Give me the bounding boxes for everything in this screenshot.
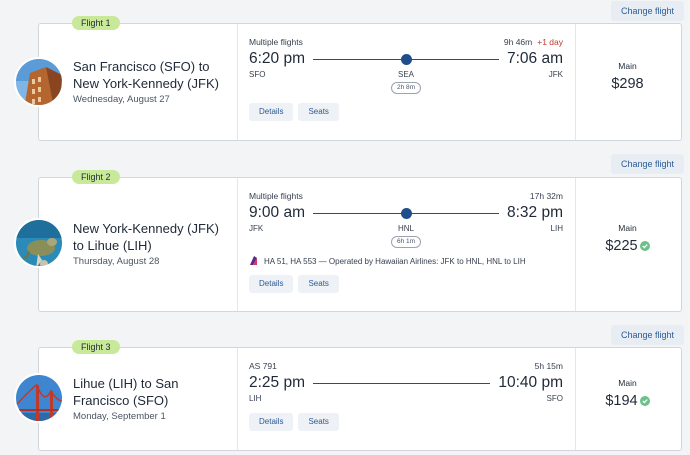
route-title: New York-Kennedy (JFK) to Lihue (LIH) [73, 221, 219, 253]
green-check-badge-icon [639, 241, 650, 251]
route-title: San Francisco (SFO) to New York-Kennedy … [73, 59, 219, 91]
change-flight-button-1[interactable]: Change flight [610, 1, 684, 21]
price: $225 [605, 238, 638, 254]
layover-duration: 6h 1m [391, 236, 421, 248]
hawaiian-airlines-logo-icon [249, 255, 258, 268]
fare-class: Main [618, 378, 637, 388]
flight-label-2: Flight 2 [72, 170, 120, 184]
duration: 5h 15m [534, 361, 563, 371]
route-date: Monday, September 1 [73, 411, 166, 422]
route-line [313, 382, 491, 384]
route-line [313, 207, 499, 219]
flight-card-1: San Francisco (SFO) to New York-Kennedy … [38, 23, 682, 141]
stop-code: SEA [397, 70, 415, 79]
operated-by-text: HA 51, HA 553 — Operated by Hawaiian Air… [264, 257, 526, 266]
route-title: Lihue (LIH) to San Francisco (SFO) [73, 376, 179, 408]
divider [237, 24, 238, 140]
details-button[interactable]: Details [249, 413, 294, 431]
flight-number: AS 791 [249, 361, 277, 371]
destination-image-new-york [14, 57, 64, 107]
flight-type: Multiple flights [249, 191, 303, 201]
divider [575, 24, 576, 140]
change-flight-button-3[interactable]: Change flight [610, 325, 684, 345]
stop-code: HNL [397, 224, 415, 233]
divider [237, 348, 238, 450]
details-button[interactable]: Details [249, 103, 294, 121]
change-flight-button-2[interactable]: Change flight [610, 154, 684, 174]
fare-class: Main [618, 61, 637, 71]
depart-time: 2:25 pm [249, 374, 306, 391]
divider [237, 178, 238, 311]
layover-duration: 2h 8m [391, 82, 421, 94]
depart-time: 9:00 am [249, 204, 306, 221]
price: $194 [605, 393, 638, 409]
details-button[interactable]: Details [249, 275, 294, 293]
fare-class: Main [618, 223, 637, 233]
to-code: JFK [548, 70, 563, 79]
price: $298 [611, 76, 644, 92]
flight-card-3: Lihue (LIH) to San Francisco (SFO) Monda… [38, 347, 682, 451]
from-code: JFK [249, 224, 264, 233]
depart-time: 6:20 pm [249, 50, 306, 67]
duration: 9h 46m [503, 37, 533, 47]
stop-dot [401, 53, 412, 65]
route-date: Wednesday, August 27 [73, 94, 170, 105]
flight-card-2: New York-Kennedy (JFK) to Lihue (LIH) Th… [38, 177, 682, 312]
flight-type: Multiple flights [249, 37, 303, 47]
to-code: SFO [546, 394, 563, 403]
stop-dot [401, 207, 412, 219]
seats-button[interactable]: Seats [298, 275, 339, 293]
from-code: SFO [249, 70, 266, 79]
duration: 17h 32m [529, 191, 563, 201]
destination-image-san-francisco [14, 373, 64, 423]
destination-image-lihue [14, 218, 64, 268]
divider [575, 348, 576, 450]
flight-label-1: Flight 1 [72, 16, 120, 30]
route-line [313, 53, 499, 65]
arrive-time: 10:40 pm [498, 374, 563, 391]
arrive-time: 8:32 pm [506, 204, 563, 221]
from-code: LIH [249, 394, 262, 403]
green-check-badge-icon [639, 396, 650, 406]
seats-button[interactable]: Seats [298, 103, 339, 121]
divider [575, 178, 576, 311]
route-date: Thursday, August 28 [73, 256, 160, 267]
seats-button[interactable]: Seats [298, 413, 339, 431]
flight-label-3: Flight 3 [72, 340, 120, 354]
to-code: LIH [550, 224, 563, 233]
arrive-time: 7:06 am [506, 50, 563, 67]
plus-day-badge: +1 day [537, 37, 563, 47]
